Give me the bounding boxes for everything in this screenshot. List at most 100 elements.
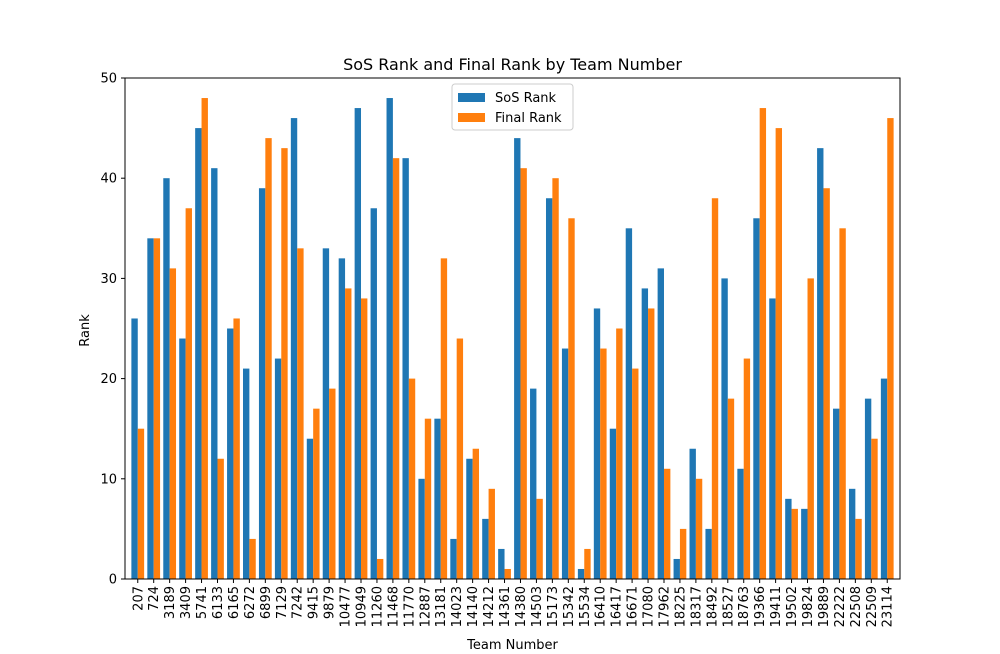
bar-sos-rank-18317 bbox=[689, 448, 696, 579]
bar-sos-rank-7129 bbox=[274, 358, 282, 579]
x-tick-label: 12887 bbox=[418, 586, 433, 627]
bar-final-rank-15342 bbox=[568, 218, 575, 579]
bar-sos-rank-9415 bbox=[306, 438, 314, 579]
bar-final-rank-15534 bbox=[584, 548, 591, 579]
bar-final-rank-18317 bbox=[695, 478, 703, 579]
bar-sos-rank-22509 bbox=[864, 398, 872, 579]
bar-final-rank-19411 bbox=[775, 128, 782, 579]
bar-final-rank-16417 bbox=[616, 328, 623, 579]
bar-final-rank-9415 bbox=[313, 408, 320, 579]
bar-final-rank-3409 bbox=[185, 208, 192, 579]
y-tick-label: 20 bbox=[100, 372, 117, 387]
bars-group bbox=[131, 98, 894, 580]
bar-sos-rank-207 bbox=[131, 318, 138, 579]
legend-swatch-sos-rank bbox=[458, 93, 485, 102]
bar-final-rank-7129 bbox=[281, 148, 288, 579]
x-tick-label: 18527 bbox=[721, 586, 736, 627]
bar-sos-rank-19366 bbox=[753, 218, 760, 579]
bar-final-rank-207 bbox=[137, 428, 145, 579]
x-tick-label: 724 bbox=[147, 586, 162, 611]
x-tick-label: 22508 bbox=[849, 586, 864, 627]
x-tick-label: 19824 bbox=[801, 586, 816, 627]
plot-area-frame bbox=[124, 77, 901, 580]
legend-swatch-final-rank bbox=[458, 113, 485, 122]
legend-label-sos-rank: SoS Rank bbox=[495, 91, 557, 106]
bar-final-rank-3189 bbox=[169, 268, 177, 579]
x-tick-label: 3189 bbox=[163, 586, 178, 619]
x-tick-label: 6165 bbox=[227, 586, 242, 619]
bar-final-rank-14023 bbox=[456, 338, 464, 579]
x-tick-label: 16417 bbox=[610, 586, 625, 627]
bar-final-rank-18763 bbox=[743, 358, 751, 579]
y-tick-label: 30 bbox=[100, 272, 117, 287]
x-tick-label: 13181 bbox=[434, 586, 449, 627]
x-tick-label: 11770 bbox=[402, 586, 417, 627]
x-tick-label: 19889 bbox=[817, 586, 832, 627]
bar-sos-rank-18527 bbox=[721, 278, 728, 579]
bar-sos-rank-23114 bbox=[880, 378, 888, 579]
x-tick-label: 11468 bbox=[386, 586, 401, 627]
bar-sos-rank-18225 bbox=[673, 558, 680, 579]
x-tick-label: 19366 bbox=[753, 586, 768, 627]
bar-sos-rank-14503 bbox=[530, 388, 537, 579]
bar-final-rank-11468 bbox=[392, 158, 400, 579]
bar-final-rank-14212 bbox=[488, 488, 495, 579]
x-tick-label: 15173 bbox=[546, 586, 561, 627]
bar-final-rank-19502 bbox=[791, 508, 798, 579]
bar-sos-rank-15342 bbox=[561, 348, 569, 579]
bar-sos-rank-14212 bbox=[482, 518, 489, 579]
bar-final-rank-14361 bbox=[504, 568, 511, 579]
bar-final-rank-13181 bbox=[440, 258, 448, 579]
bar-final-rank-7242 bbox=[297, 248, 304, 579]
x-tick-label: 19502 bbox=[785, 586, 800, 627]
bar-final-rank-19824 bbox=[807, 278, 814, 579]
x-tick-label: 207 bbox=[131, 586, 146, 611]
bar-final-rank-23114 bbox=[887, 118, 894, 579]
x-tick-label: 14380 bbox=[514, 586, 529, 627]
bar-sos-rank-16671 bbox=[625, 228, 633, 580]
bar-final-rank-11770 bbox=[408, 378, 416, 579]
bar-sos-rank-6272 bbox=[243, 368, 250, 579]
bar-sos-rank-11468 bbox=[386, 98, 393, 579]
bar-final-rank-6133 bbox=[217, 458, 224, 579]
x-tick-label: 14023 bbox=[450, 586, 465, 627]
x-tick-label: 9415 bbox=[307, 586, 322, 619]
bar-sos-rank-13181 bbox=[434, 418, 441, 579]
x-tick-label: 23114 bbox=[881, 586, 896, 627]
bar-sos-rank-6133 bbox=[211, 168, 218, 579]
y-tick-label: 0 bbox=[109, 573, 117, 588]
x-tick-label: 7129 bbox=[275, 586, 290, 619]
bar-sos-rank-19411 bbox=[769, 298, 776, 579]
bar-final-rank-19889 bbox=[823, 188, 830, 579]
bar-final-rank-18492 bbox=[711, 198, 719, 580]
bar-sos-rank-12887 bbox=[418, 478, 425, 579]
x-tick-label: 5741 bbox=[195, 586, 210, 619]
bar-sos-rank-9879 bbox=[322, 248, 330, 579]
x-tick-label: 14212 bbox=[482, 586, 497, 627]
y-axis-label: Rank bbox=[78, 314, 93, 347]
bar-sos-rank-14023 bbox=[450, 538, 457, 579]
x-tick-label: 17962 bbox=[657, 586, 672, 627]
x-tick-label: 18317 bbox=[689, 586, 704, 627]
x-tick-label: 10949 bbox=[355, 586, 370, 627]
x-tick-label: 16410 bbox=[594, 586, 609, 627]
x-tick-label: 7242 bbox=[291, 586, 306, 619]
bar-final-rank-17962 bbox=[663, 468, 671, 579]
legend: SoS Rank Final Rank bbox=[451, 83, 574, 131]
legend-label-final-rank: Final Rank bbox=[495, 111, 562, 126]
bar-sos-rank-6899 bbox=[258, 188, 266, 579]
bar-sos-rank-19502 bbox=[785, 498, 792, 579]
x-tick-label: 17080 bbox=[642, 586, 657, 627]
bar-sos-rank-6165 bbox=[227, 328, 234, 579]
bar-final-rank-6899 bbox=[265, 138, 272, 579]
bar-sos-rank-15173 bbox=[545, 198, 553, 580]
bar-final-rank-10477 bbox=[345, 288, 352, 579]
bar-final-rank-22508 bbox=[855, 518, 862, 579]
bar-sos-rank-19889 bbox=[817, 148, 824, 579]
bar-sos-rank-18763 bbox=[737, 468, 744, 579]
chart-title: SoS Rank and Final Rank by Team Number bbox=[343, 55, 682, 74]
bar-final-rank-18527 bbox=[727, 398, 735, 579]
bar-sos-rank-11770 bbox=[402, 158, 409, 579]
bar-final-rank-10949 bbox=[361, 298, 368, 579]
y-tick-label: 10 bbox=[100, 472, 117, 487]
